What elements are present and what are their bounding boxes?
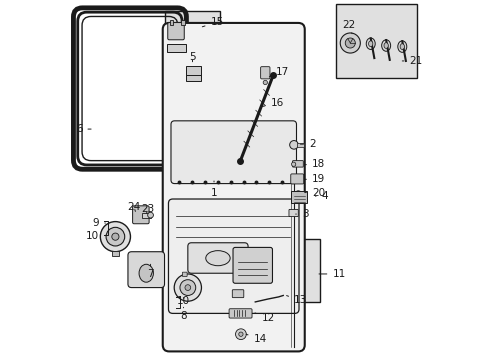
Text: 10: 10	[177, 296, 190, 306]
Circle shape	[340, 33, 360, 53]
Circle shape	[147, 212, 153, 218]
Circle shape	[291, 162, 295, 166]
FancyBboxPatch shape	[290, 174, 303, 184]
FancyBboxPatch shape	[167, 23, 184, 40]
Text: 16: 16	[262, 98, 283, 108]
FancyBboxPatch shape	[182, 272, 187, 276]
FancyBboxPatch shape	[187, 243, 247, 273]
FancyBboxPatch shape	[171, 121, 296, 184]
FancyBboxPatch shape	[169, 20, 173, 25]
Ellipse shape	[139, 264, 153, 282]
Ellipse shape	[368, 41, 372, 46]
Text: 1: 1	[210, 181, 217, 198]
Circle shape	[289, 140, 298, 149]
Text: 24: 24	[127, 202, 141, 212]
Text: 7: 7	[147, 264, 154, 279]
Circle shape	[345, 38, 355, 48]
FancyBboxPatch shape	[142, 213, 151, 219]
Text: 20: 20	[304, 188, 325, 198]
FancyBboxPatch shape	[288, 210, 298, 217]
Circle shape	[235, 329, 246, 339]
Circle shape	[238, 332, 243, 336]
Bar	[335, 4, 416, 78]
FancyBboxPatch shape	[232, 290, 244, 298]
Text: 9: 9	[92, 218, 105, 228]
Ellipse shape	[366, 38, 374, 49]
FancyBboxPatch shape	[260, 67, 269, 79]
FancyBboxPatch shape	[128, 252, 164, 288]
Text: 12: 12	[254, 313, 274, 323]
Circle shape	[294, 191, 301, 198]
FancyBboxPatch shape	[233, 247, 272, 283]
Circle shape	[174, 274, 201, 301]
FancyBboxPatch shape	[290, 192, 306, 203]
Text: 21: 21	[402, 56, 422, 66]
Bar	[164, 12, 220, 67]
Text: 8: 8	[180, 307, 186, 320]
Text: 11: 11	[318, 269, 345, 279]
Text: 14: 14	[245, 333, 266, 343]
Circle shape	[112, 233, 119, 240]
Circle shape	[263, 80, 267, 85]
FancyBboxPatch shape	[163, 23, 304, 351]
Ellipse shape	[383, 42, 387, 48]
FancyBboxPatch shape	[112, 251, 119, 256]
Circle shape	[180, 280, 195, 296]
Ellipse shape	[399, 44, 404, 49]
Ellipse shape	[397, 41, 406, 52]
Text: 19: 19	[304, 174, 325, 184]
FancyBboxPatch shape	[167, 44, 185, 51]
FancyBboxPatch shape	[181, 20, 184, 25]
Circle shape	[100, 222, 130, 252]
Bar	[230, 239, 319, 302]
Text: 6: 6	[76, 124, 91, 134]
Text: 15: 15	[202, 17, 223, 27]
FancyBboxPatch shape	[297, 143, 304, 147]
FancyBboxPatch shape	[185, 66, 201, 76]
Text: 3: 3	[295, 209, 308, 219]
FancyBboxPatch shape	[168, 199, 298, 314]
Ellipse shape	[381, 40, 390, 51]
Text: 2: 2	[300, 139, 315, 149]
FancyBboxPatch shape	[228, 309, 251, 318]
Text: 4: 4	[315, 191, 327, 201]
Text: 18: 18	[304, 159, 325, 169]
Circle shape	[106, 227, 124, 246]
Circle shape	[184, 285, 190, 291]
FancyBboxPatch shape	[185, 75, 201, 81]
Text: 5: 5	[189, 52, 195, 62]
Text: 23: 23	[141, 204, 154, 215]
Text: 13: 13	[286, 295, 306, 305]
FancyBboxPatch shape	[292, 161, 303, 167]
FancyBboxPatch shape	[132, 206, 149, 224]
Text: 17: 17	[269, 67, 289, 77]
Text: 22: 22	[341, 20, 354, 34]
Ellipse shape	[205, 251, 230, 266]
Text: 10: 10	[86, 231, 105, 240]
